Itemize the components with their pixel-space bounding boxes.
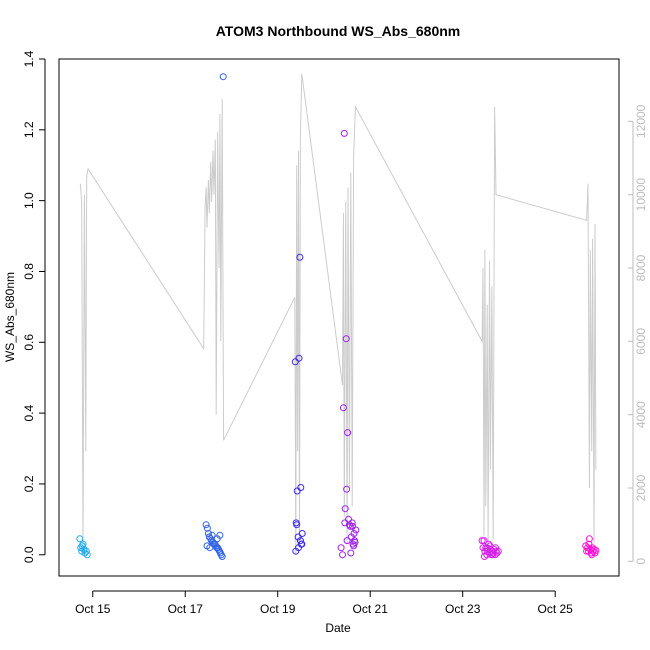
data-point (352, 526, 360, 534)
data-point (296, 537, 304, 545)
data-point (206, 544, 214, 552)
data-point (341, 505, 349, 513)
data-point (80, 545, 88, 553)
y-axis: 0.0 0.2 0.4 0.6 0.8 1.0 1.2 1.4 (22, 50, 46, 563)
data-point (202, 521, 210, 529)
data-point (76, 535, 84, 543)
data-point (588, 551, 596, 559)
secondary-y-axis: 0 2000 4000 6000 8000 10000 12000 (628, 104, 648, 565)
x-tick-label: Oct 21 (353, 602, 389, 616)
data-point (592, 547, 600, 554)
data-point (293, 521, 301, 529)
data-point (342, 335, 350, 343)
data-point (82, 547, 90, 555)
data-point (351, 538, 359, 546)
x-tick-label: Oct 23 (445, 602, 481, 616)
y-tick-label: 0.2 (22, 475, 36, 492)
y-tick-label: 0.4 (22, 404, 36, 421)
data-point (585, 540, 593, 548)
y-tick-label: 0.8 (22, 263, 36, 280)
x-tick-label: Oct 19 (260, 602, 296, 616)
data-point (337, 544, 345, 552)
data-point (296, 253, 304, 261)
data-point (343, 485, 351, 493)
data-point (492, 544, 499, 552)
x-axis: Oct 15 Oct 17 Oct 19 Oct 21 Oct 23 Oct 25 (75, 590, 574, 616)
data-point (291, 358, 299, 366)
chart-title: ATOM3 Northbound WS_Abs_680nm (216, 23, 461, 39)
data-point (478, 537, 486, 545)
data-point (348, 519, 356, 527)
scatter-points-layer (76, 73, 600, 560)
data-point (339, 404, 347, 412)
data-point (480, 553, 488, 560)
data-point (203, 524, 211, 532)
x-tick-label: Oct 17 (168, 602, 204, 616)
data-point (218, 553, 226, 560)
data-point (489, 551, 497, 559)
secondary-line-layer (79, 73, 597, 555)
data-point (77, 544, 85, 552)
data-point (480, 537, 488, 545)
y2-tick-label: 4000 (634, 401, 648, 428)
y-tick-label: 0.0 (22, 546, 36, 563)
y2-tick-label: 2000 (634, 474, 648, 501)
y2-tick-label: 6000 (634, 328, 648, 355)
x-tick-label: Oct 15 (75, 602, 111, 616)
data-point (344, 429, 352, 437)
x-axis-label: Date (325, 621, 351, 635)
data-point (293, 487, 301, 495)
data-point (340, 129, 348, 137)
y-tick-label: 1.2 (22, 121, 36, 138)
y-tick-label: 0.6 (22, 334, 36, 351)
y2-tick-label: 12000 (634, 104, 648, 138)
secondary-series-line (79, 73, 597, 555)
data-point (339, 551, 346, 559)
data-point (341, 519, 349, 527)
data-point (295, 354, 303, 362)
data-point (343, 537, 351, 545)
y-tick-label: 1.0 (22, 192, 36, 209)
data-point (83, 551, 91, 559)
data-point (346, 522, 354, 530)
y2-tick-label: 8000 (634, 254, 648, 281)
x-tick-label: Oct 25 (538, 602, 574, 616)
y-tick-label: 1.4 (22, 50, 36, 67)
y2-tick-label: 0 (634, 558, 648, 565)
data-point (81, 549, 89, 557)
data-point (347, 549, 355, 557)
data-point (479, 544, 487, 552)
plot-box (58, 58, 620, 577)
data-point (208, 531, 216, 539)
y-axis-label: WS_Abs_680nm (3, 272, 17, 362)
y2-tick-label: 10000 (634, 178, 648, 212)
data-point (298, 530, 306, 537)
data-point (350, 542, 358, 550)
data-point (216, 531, 224, 539)
data-point (294, 533, 302, 541)
data-point (297, 484, 305, 491)
data-point (350, 530, 358, 537)
data-point (219, 73, 227, 81)
data-point (78, 542, 86, 550)
data-point (298, 540, 306, 548)
data-point (585, 535, 593, 543)
